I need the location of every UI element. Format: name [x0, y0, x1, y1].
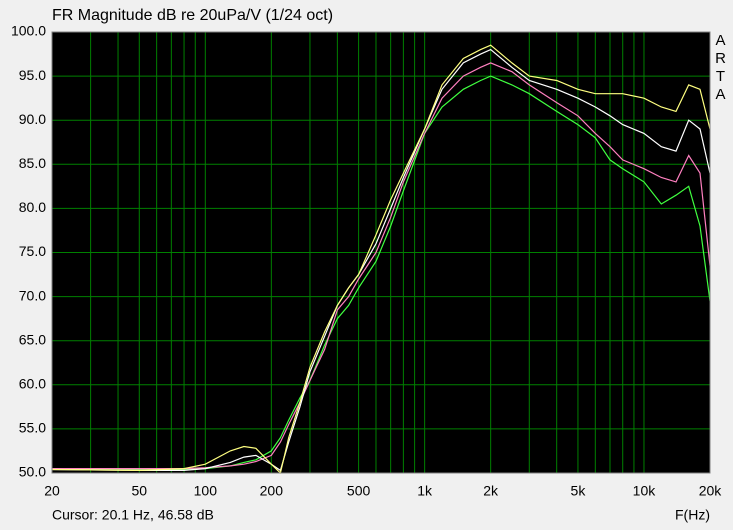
- y-tick-label: 80.0: [19, 199, 46, 215]
- x-tick-label: 100: [194, 483, 218, 499]
- y-tick-label: 60.0: [19, 376, 46, 392]
- y-tick-label: 95.0: [19, 67, 46, 83]
- chart-title: FR Magnitude dB re 20uPa/V (1/24 oct): [52, 7, 333, 24]
- x-axis-label: F(Hz): [675, 507, 710, 523]
- response-curve: [51, 75, 711, 471]
- y-tick-label: 65.0: [19, 331, 46, 347]
- x-tick-label: 1k: [417, 483, 433, 499]
- response-curve: [52, 62, 711, 470]
- y-tick-label: 100.0: [11, 23, 46, 39]
- x-tick-label: 500: [347, 483, 371, 499]
- plot-border: [51, 31, 711, 474]
- watermark: ARTA: [712, 32, 729, 104]
- y-tick-label: 55.0: [19, 420, 46, 436]
- y-tick-label: 90.0: [19, 111, 46, 127]
- x-tick-label: 5k: [571, 483, 587, 499]
- x-tick-label: 20: [44, 483, 60, 499]
- x-tick-label: 10k: [633, 483, 657, 499]
- response-curve: [51, 48, 711, 472]
- y-tick-label: 75.0: [19, 243, 46, 259]
- x-tick-label: 2k: [483, 483, 499, 499]
- x-tick-label: 50: [131, 483, 147, 499]
- x-tick-label: 200: [260, 483, 284, 499]
- y-tick-label: 70.0: [19, 287, 46, 303]
- cursor-readout: Cursor: 20.1 Hz, 46.58 dB: [52, 507, 214, 523]
- response-curve: [51, 44, 711, 475]
- x-tick-label: 20k: [699, 483, 723, 499]
- y-tick-label: 85.0: [19, 155, 46, 171]
- y-tick-label: 50.0: [19, 464, 46, 480]
